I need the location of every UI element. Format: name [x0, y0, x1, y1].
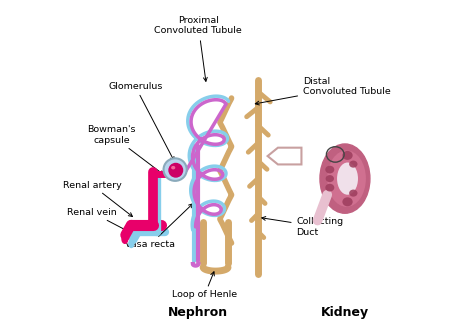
- Ellipse shape: [320, 144, 370, 213]
- FancyArrow shape: [268, 148, 301, 164]
- Ellipse shape: [128, 239, 135, 248]
- Text: Loop of Henle: Loop of Henle: [172, 272, 237, 299]
- Ellipse shape: [164, 158, 187, 181]
- Text: Glomerulus: Glomerulus: [109, 82, 174, 161]
- Ellipse shape: [347, 176, 351, 181]
- Text: Kidney: Kidney: [321, 306, 369, 319]
- Ellipse shape: [325, 166, 334, 174]
- Ellipse shape: [349, 189, 357, 197]
- Ellipse shape: [337, 162, 358, 195]
- Ellipse shape: [327, 150, 366, 207]
- Text: Renal vein: Renal vein: [67, 208, 134, 234]
- Text: Proximal
Convoluted Tubule: Proximal Convoluted Tubule: [155, 16, 242, 81]
- Text: Collecting
Duct: Collecting Duct: [262, 216, 344, 237]
- Ellipse shape: [326, 175, 334, 182]
- Text: Distal
Convoluted Tubule: Distal Convoluted Tubule: [255, 77, 391, 105]
- Ellipse shape: [342, 197, 353, 206]
- Text: Vasa recta: Vasa recta: [125, 204, 192, 249]
- Text: Bowman's
capsule: Bowman's capsule: [87, 125, 164, 175]
- Ellipse shape: [325, 184, 334, 191]
- Ellipse shape: [171, 166, 175, 169]
- Ellipse shape: [342, 151, 353, 160]
- Text: Nephron: Nephron: [168, 306, 228, 319]
- Ellipse shape: [349, 161, 357, 168]
- Ellipse shape: [121, 234, 128, 244]
- Text: Renal artery: Renal artery: [63, 181, 132, 216]
- Ellipse shape: [169, 163, 182, 177]
